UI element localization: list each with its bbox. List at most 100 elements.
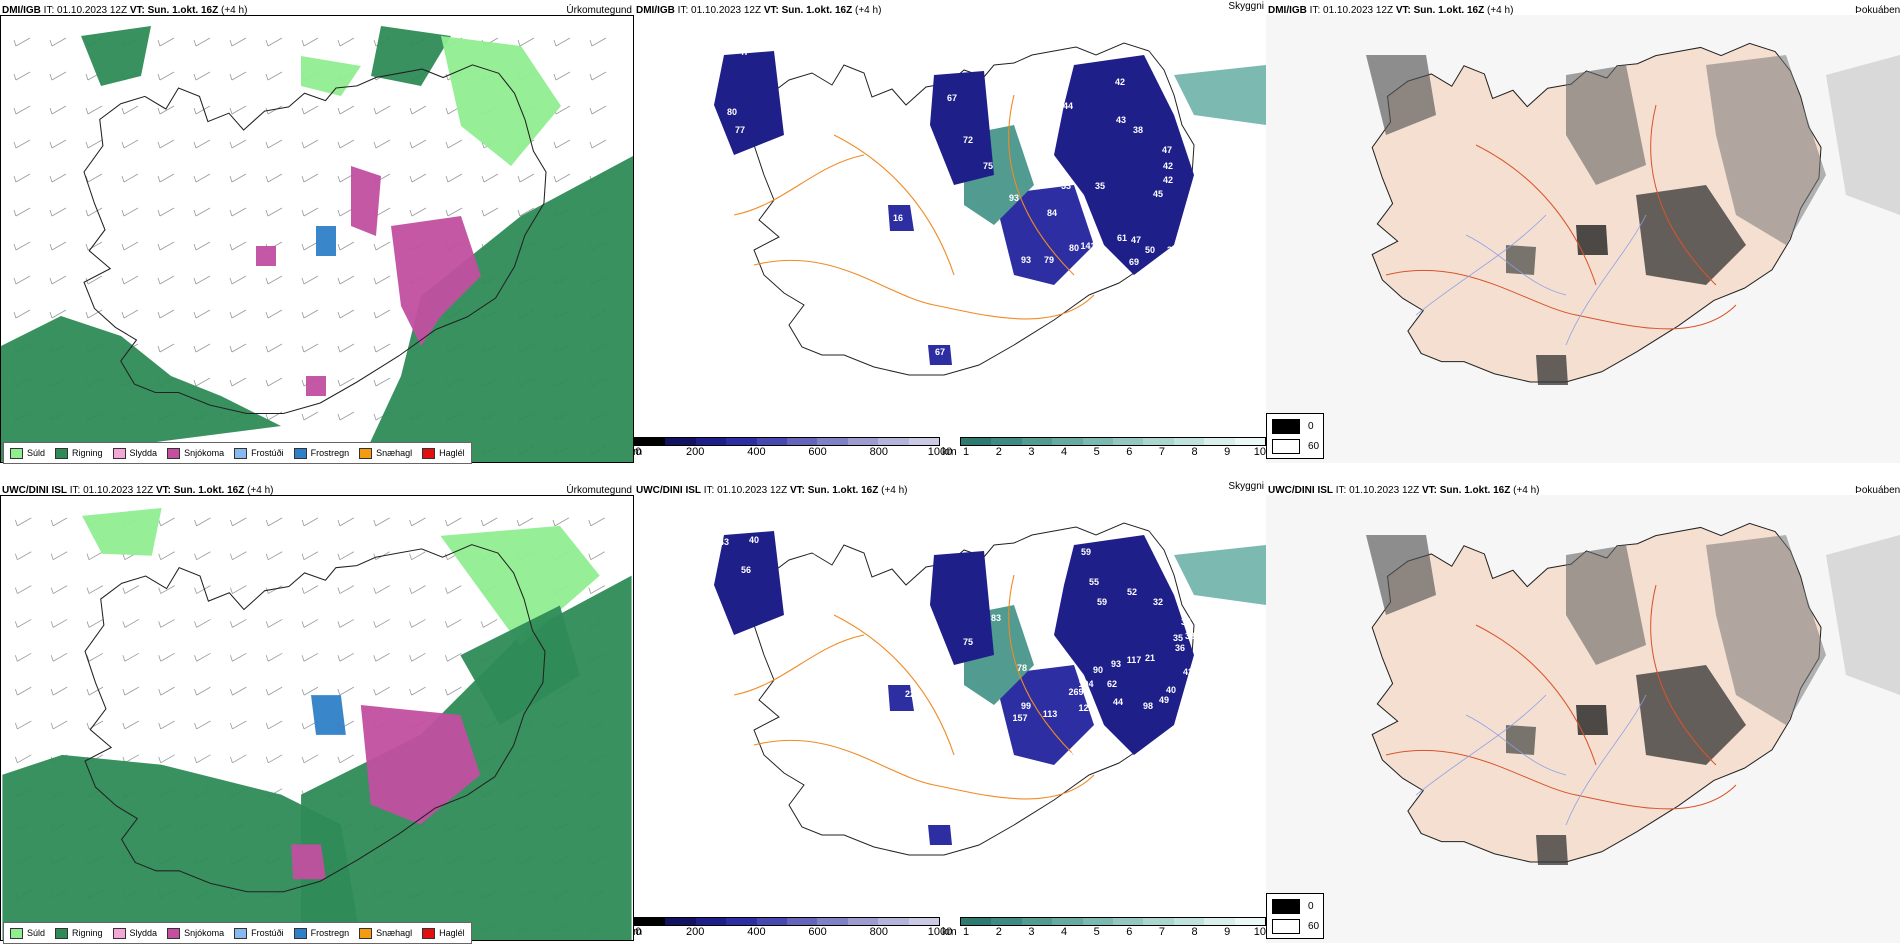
- cloud-base-label: 22: [905, 689, 915, 699]
- wind-barb: [194, 517, 211, 527]
- colorbar-tick: 1: [963, 926, 970, 938]
- colorbar-segment: [1113, 438, 1144, 445]
- cloud-base-label: 113: [1043, 709, 1058, 719]
- legend-label: Súld: [27, 448, 46, 458]
- wind-barb: [229, 377, 247, 387]
- legend-item: Haglél: [422, 447, 465, 459]
- legend-item: Slydda: [112, 447, 157, 459]
- wind-barb: [373, 517, 390, 527]
- colorbar-tick: 9: [1224, 446, 1231, 458]
- wind-barb: [122, 585, 140, 594]
- wind-barb: [193, 37, 211, 47]
- wind-barb: [121, 309, 139, 319]
- panel-title: Skyggni: [1228, 1, 1264, 12]
- panel-header: DMI/IGB IT: 01.10.2023 12Z VT: Sun. 1.ok…: [1266, 0, 1900, 22]
- wind-barb: [194, 619, 211, 628]
- wind-barb: [265, 309, 283, 319]
- cloud-base-label: 59: [751, 522, 761, 532]
- fog-map: [1266, 495, 1900, 943]
- legend-label: Snjókoma: [184, 448, 225, 458]
- wind-barb: [265, 173, 283, 183]
- wind-barb: [85, 173, 103, 183]
- wind-barb: [193, 241, 211, 251]
- model-name: DMI/IGB: [2, 5, 41, 16]
- wind-barb: [373, 343, 391, 353]
- fog-legend-label: 0: [1308, 901, 1314, 912]
- lead-time: (+4 h): [221, 5, 248, 16]
- colorbar-segment: [817, 438, 848, 445]
- colorbar-tick: 800: [869, 926, 888, 938]
- precip-area: [2, 754, 361, 940]
- wind-barb: [229, 105, 247, 115]
- legend-item: Frostregn: [293, 447, 349, 459]
- wind-barb: [301, 207, 319, 217]
- wind-barb: [409, 105, 427, 115]
- colorbar-segment: [787, 438, 818, 445]
- cloud-base-label: 43: [719, 537, 729, 547]
- wind-barb: [337, 686, 355, 696]
- wind-barb: [50, 720, 68, 730]
- colorbar-tick: 200: [686, 446, 705, 458]
- wind-barb: [49, 309, 67, 319]
- cloud-base-label: 67: [947, 93, 957, 103]
- legend-label: Snæhagl: [376, 448, 413, 458]
- cloud-base-label: 72: [963, 135, 973, 145]
- precip-map: [0, 495, 634, 941]
- wind-barb: [194, 754, 211, 764]
- cloud-area: [930, 551, 994, 665]
- wind-barb: [230, 720, 247, 730]
- fog-area: [1576, 705, 1608, 735]
- colorbar-tick: 1: [963, 446, 970, 458]
- wind-barb: [85, 139, 103, 149]
- cloud-base-label: 47: [739, 47, 749, 57]
- wind-barb: [301, 619, 319, 628]
- legend-swatch: [293, 927, 307, 939]
- colorbar-segment: [1173, 918, 1205, 925]
- colorbar-segment: [1021, 918, 1053, 925]
- colorbar-tick: 400: [747, 926, 766, 938]
- fog-legend-label: 60: [1308, 921, 1320, 932]
- cloud-base-label: 35: [1173, 633, 1183, 643]
- wind-barb: [158, 585, 175, 594]
- wind-barb: [301, 551, 319, 561]
- colorbar-segment: [1082, 438, 1114, 445]
- wind-barb: [157, 275, 175, 285]
- cloud-base-label: 98: [939, 817, 949, 827]
- precip-area: [360, 705, 481, 825]
- legend-label: Frostúði: [251, 928, 284, 938]
- wind-barb: [373, 309, 391, 319]
- cloud-base-label: 84: [1047, 208, 1057, 218]
- colorbar-segment: [991, 918, 1022, 925]
- wind-barb: [229, 71, 247, 81]
- river-network: [1415, 214, 1647, 346]
- lead-time: (+4 h): [881, 485, 908, 496]
- colorbar-segment: [695, 438, 727, 445]
- colorbar-segment: [695, 918, 727, 925]
- wind-barb: [85, 207, 103, 217]
- precip-area: [311, 695, 346, 735]
- wind-barb: [194, 585, 211, 594]
- wind-barb: [265, 619, 283, 628]
- wind-barb: [373, 105, 391, 115]
- wind-barb: [193, 275, 211, 285]
- colorbar-tick: 10: [1253, 446, 1266, 458]
- colorbar-segment: [1234, 438, 1266, 445]
- legend-label: Haglél: [439, 928, 465, 938]
- fog-legend-row: 0: [1272, 419, 1314, 434]
- wind-barb: [409, 139, 427, 149]
- wind-barb: [409, 686, 426, 696]
- wind-barb: [409, 652, 426, 662]
- wind-barb: [14, 754, 32, 764]
- wind-barb: [194, 720, 211, 730]
- wind-barb: [265, 275, 283, 285]
- cloud-base-label: 78: [1017, 663, 1027, 673]
- wind-barb: [445, 207, 463, 217]
- wind-barb: [301, 309, 319, 319]
- visibility-colorbar: km 1 2 3 4 5 6 7 8 9 10: [942, 437, 1266, 460]
- wind-barb: [49, 241, 67, 251]
- precip-area: [361, 156, 633, 462]
- valid-time: Sun. 1.okt. 16Z: [807, 485, 879, 496]
- legend-label: Snjókoma: [184, 928, 225, 938]
- legend-swatch: [422, 447, 436, 459]
- cloud-base-label: 38: [1185, 631, 1195, 641]
